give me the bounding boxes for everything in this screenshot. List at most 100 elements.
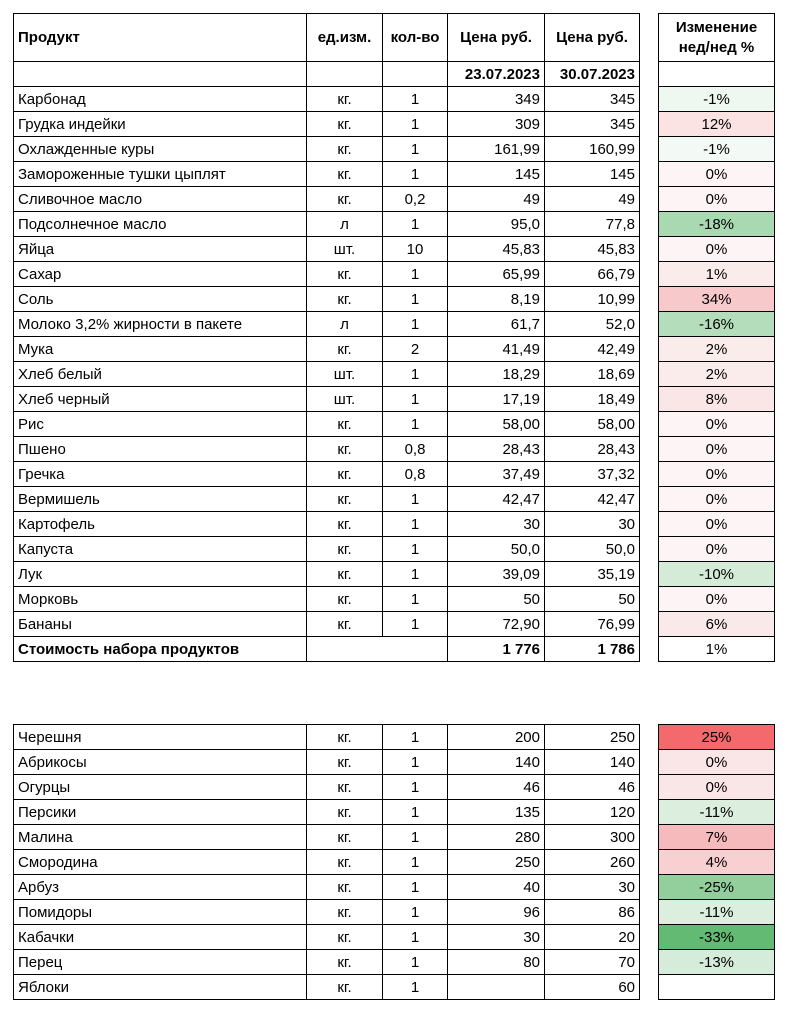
price-1-cell: 50 [447,586,545,612]
change-cell: 0% [658,586,775,612]
product-name: Лук [13,561,307,587]
unit-cell: кг. [306,799,383,825]
product-name: Вермишель [13,486,307,512]
qty-cell: 10 [382,236,448,262]
unit-cell: кг. [306,774,383,800]
change-cell: -33% [658,924,775,950]
table-row: Гречка кг. 0,8 37,49 37,32 [13,461,640,487]
table-row: Картофель кг. 1 30 30 [13,511,640,537]
unit-cell: кг. [306,974,383,1000]
table-row: Помидоры кг. 1 96 86 [13,899,640,925]
header-row: Продукт ед.изм. кол-во Цена руб. Цена ру… [13,13,640,62]
table-row: Огурцы кг. 1 46 46 [13,774,640,800]
change-row: 2% [658,336,775,362]
unit-cell: кг. [306,949,383,975]
change-row: 0% [658,749,775,775]
unit-cell: кг. [306,486,383,512]
qty-cell: 1 [382,586,448,612]
qty-cell: 1 [382,361,448,387]
change-cell: -25% [658,874,775,900]
unit-cell: кг. [306,436,383,462]
change-cell: 0% [658,236,775,262]
change-row: -16% [658,311,775,337]
change-cell: 2% [658,361,775,387]
change-cell: 25% [658,724,775,750]
price-1-cell: 39,09 [447,561,545,587]
table-row: Лук кг. 1 39,09 35,19 [13,561,640,587]
table-row: Грудка индейки кг. 1 309 345 [13,111,640,137]
price-1-cell [447,974,545,1000]
unit-cell: кг. [306,261,383,287]
price-1-cell: 46 [447,774,545,800]
header-qty: кол-во [382,13,448,62]
qty-cell: 1 [382,824,448,850]
fruit-veg-change-table: 25% 0% 0% -11% 7% 4% -25% -11% -33% -13% [658,724,775,1000]
qty-cell: 1 [382,874,448,900]
price-1-cell: 95,0 [447,211,545,237]
unit-cell: кг. [306,161,383,187]
unit-cell: кг. [306,411,383,437]
change-cell: 0% [658,436,775,462]
change-row: 34% [658,286,775,312]
change-cell: 7% [658,824,775,850]
table-row: Морковь кг. 1 50 50 [13,586,640,612]
unit-cell: кг. [306,924,383,950]
unit-cell: шт. [306,361,383,387]
total-label: Стоимость набора продуктов [13,636,307,662]
qty-cell: 1 [382,799,448,825]
price-1-cell: 145 [447,161,545,187]
table-row: Мука кг. 2 41,49 42,49 [13,336,640,362]
price-1-cell: 58,00 [447,411,545,437]
price-1-cell: 49 [447,186,545,212]
unit-cell: кг. [306,561,383,587]
qty-cell: 1 [382,86,448,112]
total-price-2: 1 786 [544,636,640,662]
unit-cell: л [306,211,383,237]
unit-cell: кг. [306,286,383,312]
unit-cell: л [306,311,383,337]
qty-cell: 1 [382,724,448,750]
table-row: Арбуз кг. 1 40 30 [13,874,640,900]
product-name: Гречка [13,461,307,487]
total-change-row: 1% [658,636,775,662]
unit-cell: кг. [306,824,383,850]
unit-cell: кг. [306,724,383,750]
price-2-cell: 70 [544,949,640,975]
product-name: Капуста [13,536,307,562]
qty-cell: 1 [382,111,448,137]
table-row: Хлеб черный шт. 1 17,19 18,49 [13,386,640,412]
product-name: Пшено [13,436,307,462]
change-row: 0% [658,186,775,212]
price-2-cell: 42,49 [544,336,640,362]
product-name: Бананы [13,611,307,637]
price-2-cell: 58,00 [544,411,640,437]
change-cell: 0% [658,186,775,212]
table-row: Сливочное масло кг. 0,2 49 49 [13,186,640,212]
change-row: -1% [658,136,775,162]
unit-cell: кг. [306,336,383,362]
product-name: Помидоры [13,899,307,925]
change-cell: 0% [658,411,775,437]
price-2-cell: 30 [544,511,640,537]
change-row: -25% [658,874,775,900]
unit-cell: кг. [306,849,383,875]
change-row: -33% [658,924,775,950]
header-unit: ед.изм. [306,13,383,62]
product-name: Кабачки [13,924,307,950]
unit-cell: кг. [306,536,383,562]
qty-cell: 1 [382,161,448,187]
qty-cell: 2 [382,336,448,362]
price-2-cell: 46 [544,774,640,800]
change-cell: -13% [658,949,775,975]
product-name: Арбуз [13,874,307,900]
product-name: Молоко 3,2% жирности в пакете [13,311,307,337]
table-row: Пшено кг. 0,8 28,43 28,43 [13,436,640,462]
table-row: Молоко 3,2% жирности в пакете л 1 61,7 52,0 [13,311,640,337]
change-cell: -11% [658,899,775,925]
header-product: Продукт [13,13,307,62]
unit-cell: кг. [306,136,383,162]
price-2-cell: 28,43 [544,436,640,462]
price-1-cell: 72,90 [447,611,545,637]
change-cell: 0% [658,511,775,537]
price-1-cell: 61,7 [447,311,545,337]
